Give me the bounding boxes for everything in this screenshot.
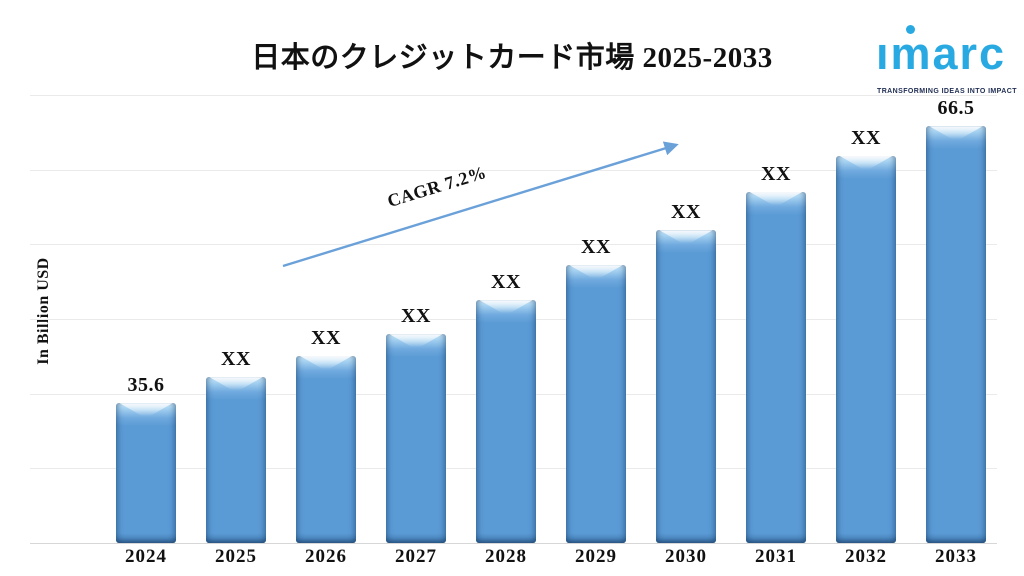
bar-2026	[296, 355, 356, 543]
bar-value-label-2028: XX	[491, 271, 521, 294]
logo-wordmark: ımarc	[876, 28, 1007, 79]
bar-value-label-2026: XX	[311, 326, 341, 349]
x-axis-label-2033: 2033	[935, 546, 977, 567]
logo-i-dot-icon	[906, 25, 915, 34]
x-axis-label-2031: 2031	[755, 546, 797, 567]
x-axis-label-2028: 2028	[485, 546, 527, 567]
x-axis-label-2026: 2026	[305, 546, 347, 567]
x-axis-label-2029: 2029	[575, 546, 617, 567]
bar-value-label-2027: XX	[401, 305, 431, 328]
x-axis-baseline	[30, 543, 997, 544]
x-axis-label-2030: 2030	[665, 546, 707, 567]
bar-2024	[116, 403, 176, 543]
bar-2025	[206, 377, 266, 543]
bar-value-label-2033: 66.5	[937, 97, 975, 120]
bar-value-label-2030: XX	[671, 201, 701, 224]
bar-2028	[476, 300, 536, 543]
bar-value-label-2024: 35.6	[127, 374, 165, 397]
logo-tagline: TRANSFORMING IDEAS INTO IMPACT	[877, 88, 1017, 95]
bar-2030	[656, 230, 716, 543]
x-axis-label-2024: 2024	[125, 546, 167, 567]
gridline	[30, 95, 997, 96]
bar-value-label-2031: XX	[761, 162, 791, 185]
x-axis-label-2027: 2027	[395, 546, 437, 567]
bar-value-label-2029: XX	[581, 236, 611, 259]
x-axis-label-2025: 2025	[215, 546, 257, 567]
bar-value-label-2032: XX	[851, 126, 881, 149]
bar-2027	[386, 334, 446, 543]
bar-2033	[926, 126, 986, 543]
chart-title: 日本のクレジットカード市場 2025-2033	[251, 42, 773, 74]
bar-2031	[746, 191, 806, 543]
imarc-logo: ımarc TRANSFORMING IDEAS INTO IMPACT	[876, 22, 1016, 95]
bar-2029	[566, 265, 626, 543]
bar-2032	[836, 155, 896, 543]
bar-value-label-2025: XX	[221, 348, 251, 371]
x-axis-label-2032: 2032	[845, 546, 887, 567]
